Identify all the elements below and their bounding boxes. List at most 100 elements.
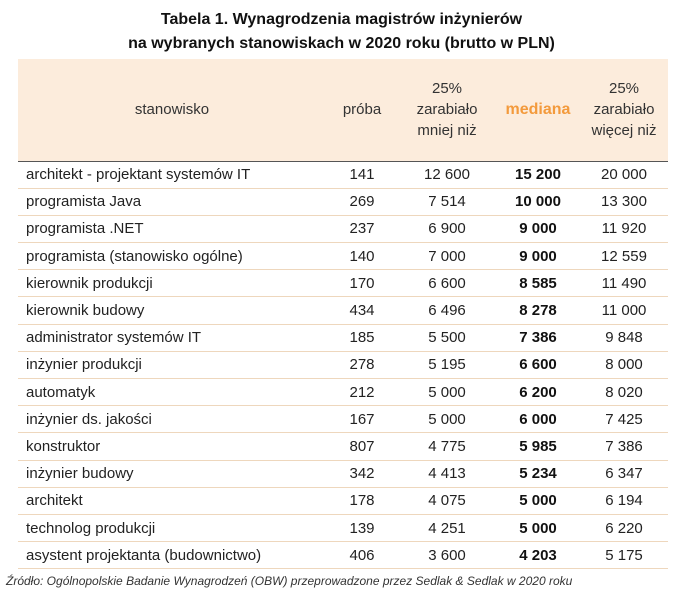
cell-p25: 5 000 bbox=[398, 378, 496, 407]
cell-position: inżynier ds. jakości bbox=[18, 405, 326, 434]
cell-sample: 178 bbox=[326, 487, 398, 515]
cell-sample: 269 bbox=[326, 188, 398, 216]
cell-p75: 6 220 bbox=[580, 514, 668, 543]
cell-p75: 11 000 bbox=[580, 296, 668, 325]
cell-sample: 434 bbox=[326, 296, 398, 325]
cell-position: architekt - projektant systemów IT bbox=[18, 161, 326, 189]
header-row: stanowisko próba 25% zarabiało mniej niż… bbox=[18, 59, 668, 162]
source-note: Źródło: Ogólnopolskie Badanie Wynagrodze… bbox=[6, 574, 573, 588]
table-row: inżynier ds. jakości 167 5 000 6 000 7 425 bbox=[18, 405, 668, 434]
cell-position: programista Java bbox=[18, 188, 326, 216]
header-median: mediana bbox=[496, 59, 580, 162]
cell-p75: 11 920 bbox=[580, 215, 668, 244]
cell-median: 9 000 bbox=[496, 215, 580, 244]
table-row: architekt - projektant systemów IT 141 12 … bbox=[18, 161, 668, 189]
cell-median: 8 585 bbox=[496, 269, 580, 298]
table-row: architekt 178 4 075 5 000 6 194 bbox=[18, 487, 668, 515]
cell-position: inżynier budowy bbox=[18, 460, 326, 488]
header-sample: próba bbox=[326, 59, 398, 162]
cell-sample: 342 bbox=[326, 460, 398, 488]
cell-position: technolog produkcji bbox=[18, 514, 326, 543]
cell-sample: 170 bbox=[326, 269, 398, 298]
cell-p25: 5 500 bbox=[398, 324, 496, 352]
cell-sample: 141 bbox=[326, 161, 398, 189]
salary-table: stanowisko próba 25% zarabiało mniej niż… bbox=[18, 59, 668, 570]
cell-position: inżynier produkcji bbox=[18, 351, 326, 380]
table-row: konstruktor 807 4 775 5 985 7 386 bbox=[18, 432, 668, 461]
header-position: stanowisko bbox=[18, 59, 326, 162]
cell-p25: 4 413 bbox=[398, 460, 496, 488]
cell-p25: 4 075 bbox=[398, 487, 496, 515]
cell-p25: 4 775 bbox=[398, 432, 496, 461]
cell-p25: 12 600 bbox=[398, 161, 496, 189]
table-row: kierownik produkcji 170 6 600 8 585 11 490 bbox=[18, 269, 668, 298]
cell-sample: 212 bbox=[326, 378, 398, 407]
cell-median: 6 200 bbox=[496, 378, 580, 407]
cell-sample: 278 bbox=[326, 351, 398, 380]
cell-sample: 237 bbox=[326, 215, 398, 244]
table-row: programista (stanowisko ogólne) 140 7 000 9… bbox=[18, 242, 668, 271]
cell-p75: 6 347 bbox=[580, 460, 668, 488]
cell-sample: 140 bbox=[326, 242, 398, 271]
cell-p25: 5 000 bbox=[398, 405, 496, 434]
table-row: administrator systemów IT 185 5 500 7 386 9 … bbox=[18, 324, 668, 352]
cell-p25: 3 600 bbox=[398, 541, 496, 570]
cell-sample: 406 bbox=[326, 541, 398, 570]
cell-p75: 20 000 bbox=[580, 161, 668, 189]
table-row: asystent projektanta (budownictwo) 406 3 6… bbox=[18, 541, 668, 570]
cell-p75: 11 490 bbox=[580, 269, 668, 298]
cell-position: kierownik produkcji bbox=[18, 269, 326, 298]
cell-p75: 6 194 bbox=[580, 487, 668, 515]
cell-p75: 7 386 bbox=[580, 432, 668, 461]
cell-position: architekt bbox=[18, 487, 326, 515]
header-p75: 25% zarabiało więcej niż bbox=[580, 59, 668, 162]
cell-p75: 7 425 bbox=[580, 405, 668, 434]
cell-median: 6 600 bbox=[496, 351, 580, 380]
cell-median: 9 000 bbox=[496, 242, 580, 271]
cell-sample: 185 bbox=[326, 324, 398, 352]
cell-p75: 9 848 bbox=[580, 324, 668, 352]
table-row: inżynier produkcji 278 5 195 6 600 8 000 bbox=[18, 351, 668, 380]
cell-position: konstruktor bbox=[18, 432, 326, 461]
cell-position: automatyk bbox=[18, 378, 326, 407]
cell-position: kierownik budowy bbox=[18, 296, 326, 325]
table-row: inżynier budowy 342 4 413 5 234 6 347 bbox=[18, 460, 668, 488]
cell-p75: 12 559 bbox=[580, 242, 668, 271]
cell-sample: 807 bbox=[326, 432, 398, 461]
cell-median: 8 278 bbox=[496, 296, 580, 325]
cell-median: 10 000 bbox=[496, 188, 580, 216]
cell-p25: 7 000 bbox=[398, 242, 496, 271]
cell-p25: 7 514 bbox=[398, 188, 496, 216]
cell-p75: 8 000 bbox=[580, 351, 668, 380]
cell-position: asystent projektanta (budownictwo) bbox=[18, 541, 326, 570]
cell-p25: 5 195 bbox=[398, 351, 496, 380]
cell-p75: 5 175 bbox=[580, 541, 668, 570]
cell-p75: 8 020 bbox=[580, 378, 668, 407]
table-title: Tabela 1. Wynagrodzenia magistrów inżyni… bbox=[0, 8, 683, 56]
table-row: programista .NET 237 6 900 9 000 11 920 bbox=[18, 215, 668, 244]
table-body: architekt - projektant systemów IT 141 12 … bbox=[18, 161, 668, 570]
cell-median: 5 000 bbox=[496, 487, 580, 515]
cell-median: 5 985 bbox=[496, 432, 580, 461]
cell-p25: 4 251 bbox=[398, 514, 496, 543]
header-p25: 25% zarabiało mniej niż bbox=[398, 59, 496, 162]
cell-median: 5 000 bbox=[496, 514, 580, 543]
table-row: technolog produkcji 139 4 251 5 000 6 220 bbox=[18, 514, 668, 543]
cell-p25: 6 496 bbox=[398, 296, 496, 325]
cell-p75: 13 300 bbox=[580, 188, 668, 216]
cell-position: programista (stanowisko ogólne) bbox=[18, 242, 326, 271]
title-line-2: na wybranych stanowiskach w 2020 roku (b… bbox=[128, 35, 555, 52]
cell-p25: 6 900 bbox=[398, 215, 496, 244]
cell-sample: 167 bbox=[326, 405, 398, 434]
cell-median: 7 386 bbox=[496, 324, 580, 352]
cell-sample: 139 bbox=[326, 514, 398, 543]
cell-median: 4 203 bbox=[496, 541, 580, 570]
title-line-1: Tabela 1. Wynagrodzenia magistrów inżyni… bbox=[160, 11, 523, 28]
table-row: automatyk 212 5 000 6 200 8 020 bbox=[18, 378, 668, 407]
table-row: kierownik budowy 434 6 496 8 278 11 000 bbox=[18, 296, 668, 325]
cell-median: 15 200 bbox=[496, 161, 580, 189]
cell-median: 6 000 bbox=[496, 405, 580, 434]
cell-position: administrator systemów IT bbox=[18, 324, 326, 352]
cell-p25: 6 600 bbox=[398, 269, 496, 298]
cell-position: programista .NET bbox=[18, 215, 326, 244]
